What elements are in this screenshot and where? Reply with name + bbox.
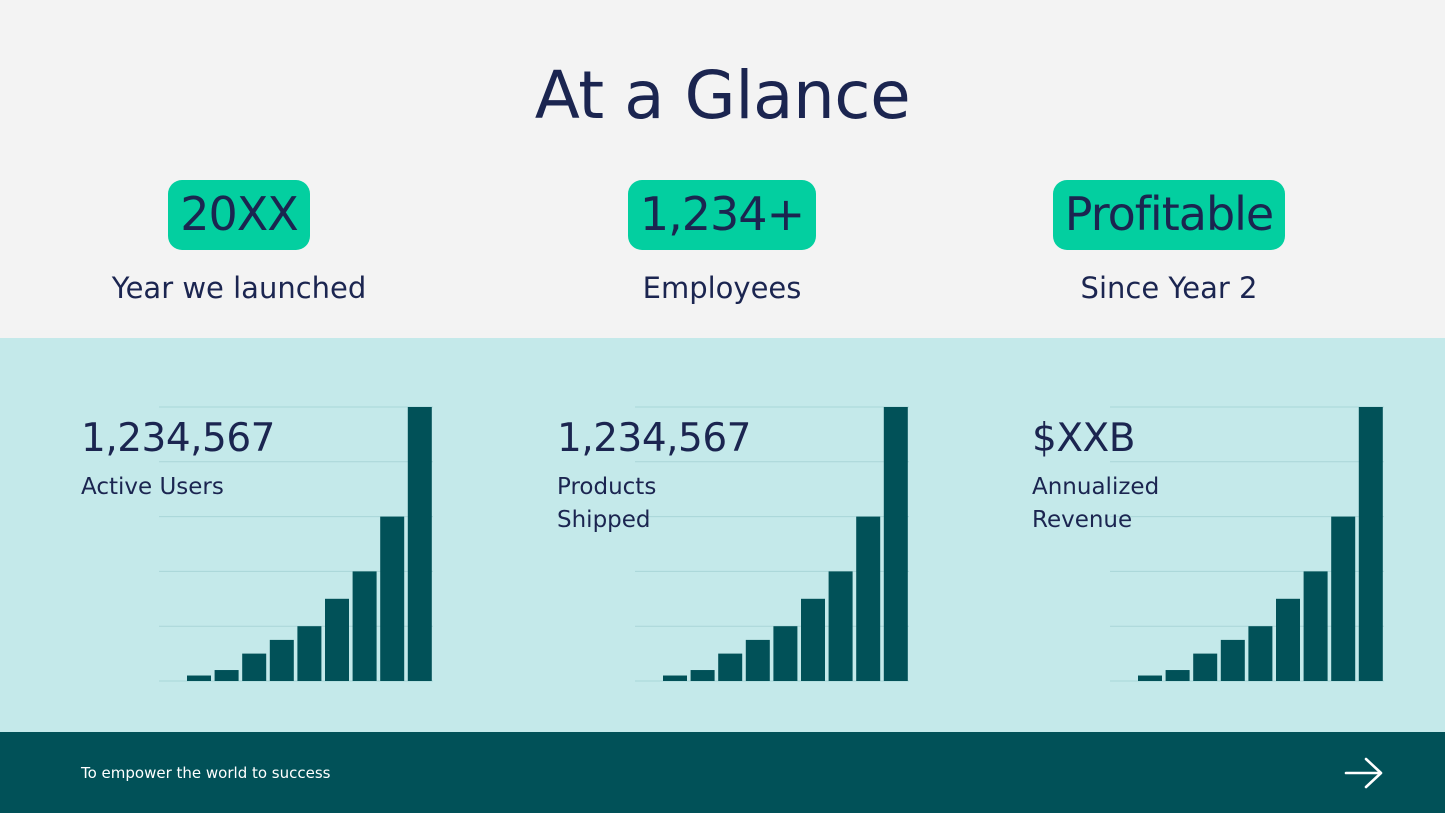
chart-bar <box>1220 639 1245 681</box>
metric-label: Active Users <box>81 474 224 500</box>
chart-bar <box>1358 407 1383 681</box>
chart-bar <box>1331 516 1356 681</box>
page-title: At a Glance <box>534 57 911 134</box>
chart-bar <box>407 407 432 681</box>
metric-value: 1,234,567 <box>557 416 752 461</box>
bar-chart-active-users <box>159 406 433 682</box>
metric-value: 1,234,567 <box>81 416 276 461</box>
chart-bar <box>718 653 743 681</box>
chart-bar <box>214 670 239 681</box>
footer-tagline: To empower the world to success <box>81 764 331 782</box>
chart-bar <box>856 516 881 681</box>
metrics-section: 1,234,567 Active Users 1,234,567 Product… <box>0 338 1445 732</box>
chart-bar <box>1248 626 1273 681</box>
chart-bar <box>297 626 322 681</box>
metric-label: Annualized Revenue <box>1032 474 1160 533</box>
chart-bar <box>1193 653 1218 681</box>
chart-bar <box>325 598 349 681</box>
stat-badge: Profitable <box>1052 180 1286 250</box>
chart-bar <box>1165 670 1190 681</box>
chart-bar <box>883 407 908 681</box>
footer-bar: To empower the world to success <box>0 732 1445 813</box>
chart-bar <box>380 516 405 681</box>
chart-bar <box>1303 571 1328 681</box>
chart-bar <box>773 626 798 681</box>
metric-panel-active-users: 1,234,567 Active Users <box>81 338 481 732</box>
chart-bar <box>745 639 770 681</box>
stat-label: Year we launched <box>111 271 367 305</box>
stat-badge: 1,234+ <box>627 180 817 250</box>
metric-label: Products Shipped <box>557 474 657 533</box>
chart-bar <box>663 675 687 681</box>
metric-value: $XXB <box>1032 416 1136 461</box>
chart-bar <box>187 675 211 681</box>
metric-panel-products-shipped: 1,234,567 Products Shipped <box>557 338 957 732</box>
chart-bar <box>690 670 715 681</box>
stat-badge: 20XX <box>168 180 310 250</box>
stat-profitability: Profitable Since Year 2 <box>999 180 1339 308</box>
chart-bar <box>242 653 267 681</box>
stat-launch-year: 20XX Year we launched <box>69 180 409 308</box>
header-section: At a Glance 20XX Year we launched 1,234+… <box>0 0 1445 338</box>
stat-label: Since Year 2 <box>1080 271 1258 305</box>
chart-bar <box>269 639 294 681</box>
chart-bar <box>1276 598 1300 681</box>
chart-bar <box>352 571 377 681</box>
metric-panel-revenue: $XXB Annualized Revenue <box>1032 338 1432 732</box>
chart-bar <box>801 598 825 681</box>
stat-label: Employees <box>642 271 802 305</box>
bar-chart-revenue <box>1110 406 1384 682</box>
stat-employees: 1,234+ Employees <box>552 180 892 308</box>
arrow-right-icon[interactable] <box>1344 756 1384 790</box>
bar-chart-products-shipped <box>635 406 909 682</box>
chart-bar <box>1138 675 1162 681</box>
chart-bar <box>828 571 853 681</box>
